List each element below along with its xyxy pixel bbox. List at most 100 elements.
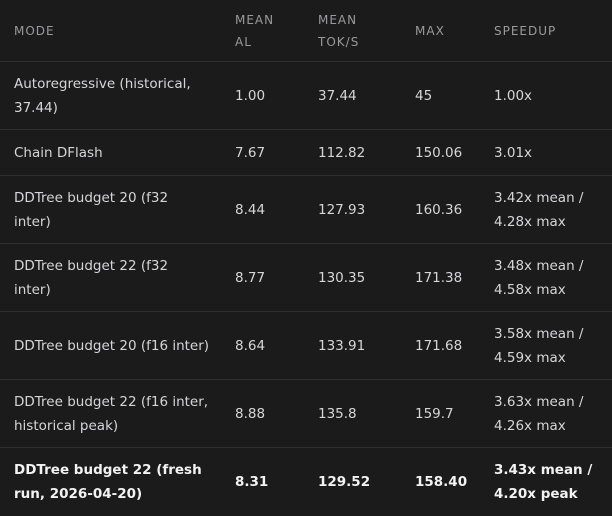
cell-text: 1.00x: [494, 87, 533, 104]
cell-text: AL: [235, 34, 252, 49]
cell-text: 127.93: [318, 201, 366, 218]
cell-text: 4.26x max: [494, 417, 566, 434]
cell-text: historical peak): [14, 417, 119, 434]
table-cell: 1.00: [235, 84, 318, 108]
table-cell: 3.58x mean / 4.59x max: [494, 322, 612, 370]
table-cell: Autoregressive (historical, 37.44): [0, 72, 235, 120]
cell-text: TOK/S: [318, 34, 360, 49]
table-cell: 159.7: [415, 402, 494, 426]
table-row: DDTree budget 22 (fresh run, 2026-04-20) 8…: [0, 448, 612, 516]
table-cell: 112.82: [318, 141, 415, 165]
table-row: Autoregressive (historical, 37.44) 1.00 37.…: [0, 62, 612, 130]
table-cell: 158.40: [415, 470, 494, 494]
cell-text: 3.01x: [494, 144, 533, 161]
table-cell: 127.93: [318, 198, 415, 222]
cell-text: 150.06: [415, 144, 463, 161]
cell-text: 133.91: [318, 337, 366, 354]
table-cell: DDTree budget 20 (f16 inter): [0, 334, 235, 358]
cell-text: MODE: [14, 23, 55, 38]
cell-text: DDTree budget 22 (f32: [14, 257, 169, 274]
cell-text: 171.38: [415, 269, 463, 286]
cell-text: MEAN: [235, 12, 275, 27]
cell-text: 8.44: [235, 201, 266, 218]
table-row: DDTree budget 22 (f32 inter) 8.77 130.35 171…: [0, 244, 612, 312]
table-cell: 3.48x mean / 4.58x max: [494, 254, 612, 302]
table-cell: 171.38: [415, 266, 494, 290]
cell-text: 8.31: [235, 474, 269, 490]
table-cell: 3.63x mean / 4.26x max: [494, 390, 612, 438]
header-cell: MAX: [415, 20, 494, 42]
table-cell: DDTree budget 22 (f32 inter): [0, 254, 235, 302]
cell-text: 135.8: [318, 405, 357, 422]
table-cell: 37.44: [318, 84, 415, 108]
cell-text: Chain DFlash: [14, 144, 103, 161]
header-cell: MODE: [0, 20, 235, 42]
cell-text: DDTree budget 20 (f16 inter): [14, 337, 210, 354]
cell-text: 3.58x mean /: [494, 325, 584, 342]
cell-text: 7.67: [235, 144, 266, 161]
cell-text: 37.44): [14, 99, 58, 116]
table-cell: 150.06: [415, 141, 494, 165]
cell-text: inter): [14, 281, 51, 298]
cell-text: 3.42x mean /: [494, 189, 584, 206]
header-row: MODE MEAN AL MEAN TOK/S MAX SPEEDUP: [0, 0, 612, 62]
cell-text: 171.68: [415, 337, 463, 354]
cell-text: 130.35: [318, 269, 366, 286]
cell-text: 4.58x max: [494, 281, 566, 298]
table-cell: 160.36: [415, 198, 494, 222]
table-cell: Chain DFlash: [0, 141, 235, 165]
cell-text: MAX: [415, 23, 445, 38]
header-cell: SPEEDUP: [494, 20, 612, 42]
cell-text: 3.48x mean /: [494, 257, 584, 274]
table-cell: 3.43x mean / 4.20x peak: [494, 458, 612, 506]
table-row: DDTree budget 22 (f16 inter, historical p…: [0, 380, 612, 448]
table-cell: 171.68: [415, 334, 494, 358]
cell-text: 37.44: [318, 87, 357, 104]
table-cell: 8.77: [235, 266, 318, 290]
cell-text: DDTree budget 22 (fresh: [14, 462, 202, 478]
table-cell: 8.64: [235, 334, 318, 358]
table-cell: 133.91: [318, 334, 415, 358]
cell-text: DDTree budget 20 (f32: [14, 189, 169, 206]
cell-text: inter): [14, 213, 51, 230]
cell-text: SPEEDUP: [494, 23, 557, 38]
cell-text: 45: [415, 87, 433, 104]
cell-text: run, 2026-04-20): [14, 486, 143, 502]
table-cell: DDTree budget 22 (fresh run, 2026-04-20): [0, 458, 235, 506]
table-cell: 8.31: [235, 470, 318, 494]
table-cell: 8.88: [235, 402, 318, 426]
table-row: DDTree budget 20 (f32 inter) 8.44 127.93 160…: [0, 176, 612, 244]
cell-text: MEAN: [318, 12, 358, 27]
table-cell: 8.44: [235, 198, 318, 222]
table-cell: 135.8: [318, 402, 415, 426]
cell-text: 8.88: [235, 405, 266, 422]
cell-text: 4.28x max: [494, 213, 566, 230]
cell-text: 8.77: [235, 269, 266, 286]
table-cell: 130.35: [318, 266, 415, 290]
cell-text: 1.00: [235, 87, 266, 104]
table-cell: 1.00x: [494, 84, 612, 108]
table-cell: DDTree budget 20 (f32 inter): [0, 186, 235, 234]
cell-text: 112.82: [318, 144, 366, 161]
cell-text: Autoregressive (historical,: [14, 75, 191, 92]
cell-text: 160.36: [415, 201, 463, 218]
cell-text: 3.63x mean /: [494, 393, 584, 410]
cell-text: 3.43x mean /: [494, 462, 593, 478]
table-cell: DDTree budget 22 (f16 inter, historical p…: [0, 390, 235, 438]
cell-text: 4.20x peak: [494, 486, 578, 502]
header-cell: MEAN TOK/S: [318, 9, 415, 53]
table-cell: 7.67: [235, 141, 318, 165]
cell-text: DDTree budget 22 (f16 inter,: [14, 393, 209, 410]
cell-text: 4.59x max: [494, 349, 566, 366]
table-cell: 45: [415, 84, 494, 108]
table-cell: 129.52: [318, 470, 415, 494]
table-cell: 3.42x mean / 4.28x max: [494, 186, 612, 234]
table-cell: 3.01x: [494, 141, 612, 165]
table-row: Chain DFlash 7.67 112.82 150.06 3.01x: [0, 130, 612, 176]
cell-text: 8.64: [235, 337, 266, 354]
cell-text: 129.52: [318, 474, 371, 490]
cell-text: 158.40: [415, 474, 468, 490]
header-cell: MEAN AL: [235, 9, 318, 53]
